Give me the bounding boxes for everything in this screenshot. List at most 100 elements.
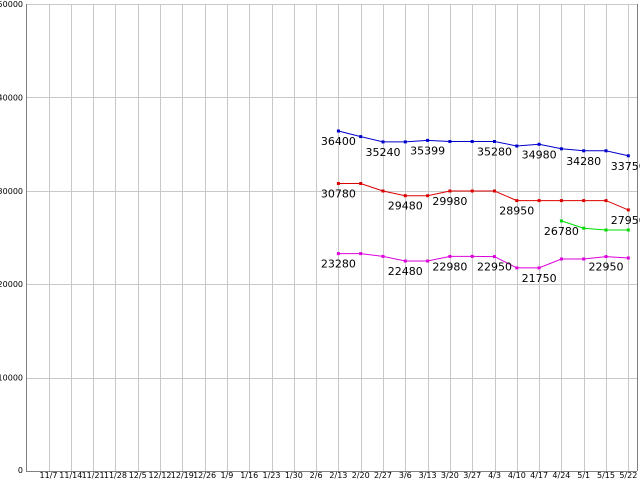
- x-tick-label: 4/24: [552, 471, 570, 480]
- series-point: [559, 219, 563, 223]
- x-tick-label: 5/15: [597, 471, 615, 480]
- x-tick-label: 3/27: [463, 471, 481, 480]
- series-point: [381, 254, 385, 258]
- data-label: 35280: [477, 145, 512, 158]
- series-point: [604, 199, 608, 203]
- series-point: [336, 129, 340, 133]
- grid: [26, 4, 638, 472]
- series-point: [336, 252, 340, 256]
- series-point: [359, 135, 363, 139]
- series-line: [338, 130, 629, 157]
- series-point: [493, 140, 496, 143]
- x-tick-label: 1/16: [240, 471, 258, 480]
- data-label: 26780: [544, 225, 579, 238]
- data-label: 22950: [589, 261, 624, 274]
- data-label: 22480: [388, 265, 423, 278]
- data-label: 29480: [388, 200, 423, 213]
- data-label: 29980: [432, 195, 467, 208]
- series-point: [537, 199, 541, 203]
- y-tick-label: 10000: [0, 374, 23, 383]
- series-point: [515, 266, 519, 270]
- series-point: [359, 252, 363, 256]
- series-point: [626, 208, 630, 212]
- data-label: 28950: [499, 205, 534, 218]
- y-tick-label: 40000: [0, 93, 23, 102]
- series-point: [470, 254, 474, 258]
- data-labels: 36400 35240 35399 35280 34980 34280 33750 30780…: [321, 135, 640, 285]
- series-point: [537, 266, 541, 270]
- series-lines: [336, 129, 630, 270]
- x-axis-ticks: 11/7 11/14 11/21 11/28 12/5 12/12 12/19 12/26 1/…: [40, 471, 638, 480]
- data-label: 34980: [522, 148, 557, 161]
- series-point: [470, 189, 474, 193]
- x-tick-label: 3/6: [399, 471, 412, 480]
- y-tick-label: 50000: [0, 0, 23, 9]
- series-line: [561, 220, 629, 231]
- x-tick-label: 11/7: [40, 471, 58, 480]
- x-tick-label: 1/9: [220, 471, 233, 480]
- data-label: 35240: [366, 146, 401, 159]
- x-tick-label: 12/19: [171, 471, 194, 480]
- series-point: [448, 140, 452, 143]
- x-tick-label: 12/12: [148, 471, 171, 480]
- x-tick-label: 4/17: [530, 471, 548, 480]
- series-point: [559, 147, 563, 151]
- series-point: [359, 182, 363, 185]
- series-point: [426, 259, 430, 263]
- series-point: [470, 140, 474, 143]
- series-point: [582, 199, 586, 203]
- x-tick-label: 2/27: [374, 471, 392, 480]
- series-point: [604, 149, 608, 153]
- data-label: 35399: [410, 144, 445, 157]
- data-label: 22980: [432, 260, 467, 273]
- series-point: [604, 228, 608, 232]
- series-line: [338, 183, 629, 211]
- series-point: [381, 189, 385, 193]
- y-tick-label: 20000: [0, 280, 23, 289]
- x-tick-label: 12/26: [193, 471, 216, 480]
- series-point: [604, 255, 608, 259]
- series-point: [381, 140, 385, 144]
- series-point: [448, 189, 452, 193]
- x-tick-label: 1/23: [263, 471, 281, 480]
- x-tick-label: 11/28: [104, 471, 127, 480]
- data-label: 33750: [611, 160, 640, 173]
- x-tick-label: 11/14: [59, 471, 82, 480]
- series-point: [403, 259, 407, 263]
- data-label: 36400: [321, 135, 356, 148]
- data-label: 23280: [321, 258, 356, 271]
- data-label: 22950: [477, 261, 512, 274]
- x-tick-label: 4/3: [488, 471, 501, 480]
- x-tick-label: 5/22: [619, 471, 637, 480]
- data-label: 27950: [611, 214, 640, 227]
- x-tick-label: 4/10: [508, 471, 526, 480]
- x-tick-label: 5/1: [577, 471, 590, 480]
- series-point: [582, 149, 586, 153]
- x-tick-label: 2/13: [329, 471, 347, 480]
- y-tick-label: 30000: [0, 187, 23, 196]
- x-tick-label: 3/13: [419, 471, 437, 480]
- series-point: [626, 256, 630, 260]
- x-tick-label: 3/20: [441, 471, 459, 480]
- x-tick-label: 1/30: [285, 471, 303, 480]
- series-point: [582, 257, 586, 261]
- series-point: [626, 154, 630, 158]
- x-tick-label: 2/6: [310, 471, 323, 480]
- series-point: [448, 254, 452, 258]
- y-axis-ticks: 0 10000 20000 30000 40000 50000: [0, 0, 23, 475]
- series-point: [493, 189, 496, 193]
- series-point: [403, 140, 407, 144]
- series-point: [403, 194, 407, 198]
- y-tick-label: 0: [18, 466, 23, 475]
- x-tick-label: 2/20: [352, 471, 370, 480]
- data-label: 21750: [522, 272, 557, 285]
- series-point: [559, 257, 563, 261]
- series-point: [537, 142, 541, 146]
- series-line: [338, 253, 629, 269]
- series-point: [515, 199, 519, 203]
- x-tick-label: 11/21: [82, 471, 105, 480]
- series-point: [559, 199, 563, 203]
- x-tick-label: 12/5: [129, 471, 147, 480]
- data-label: 34280: [566, 155, 601, 168]
